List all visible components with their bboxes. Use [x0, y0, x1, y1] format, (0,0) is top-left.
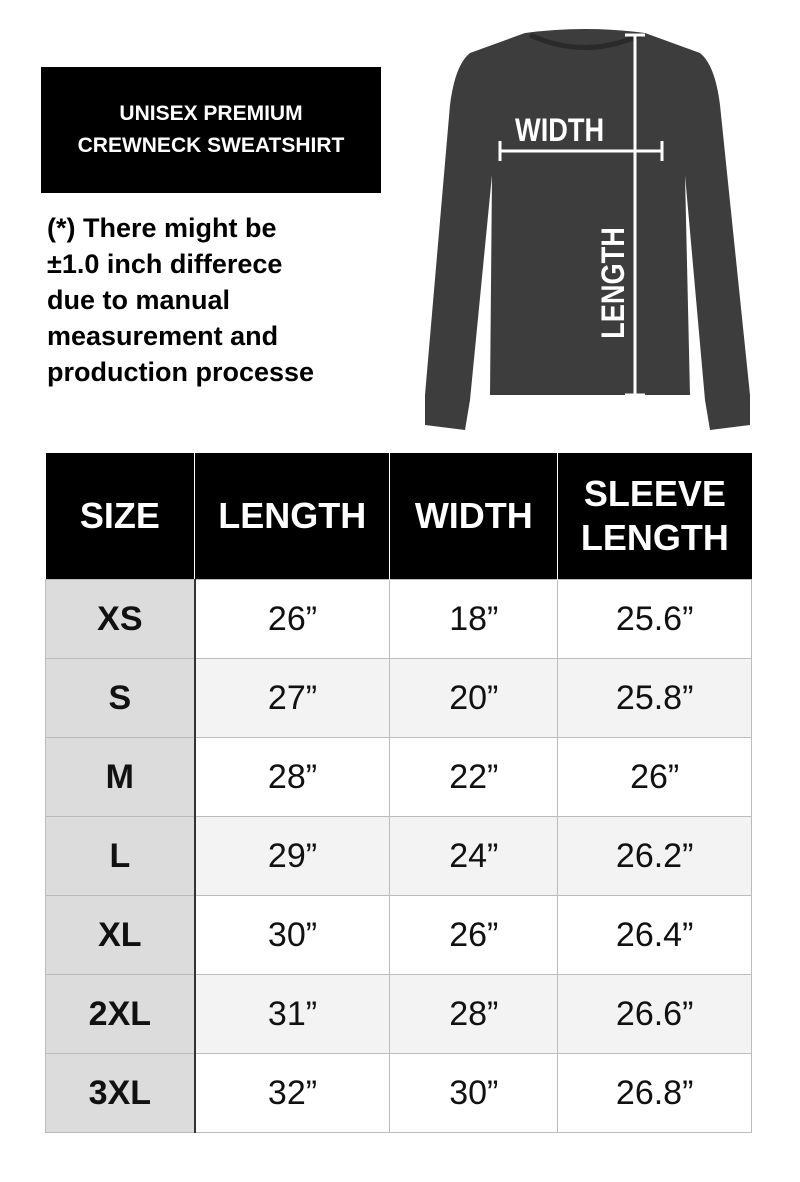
size-cell: 3XL	[44, 1053, 196, 1133]
length-cell: 28”	[194, 737, 391, 817]
sleeve-length-cell: 26.6”	[557, 974, 752, 1054]
table-row: 2XL 31” 28” 26.6”	[44, 974, 752, 1054]
sleeve-length-cell: 26.4”	[557, 895, 752, 975]
length-cell: 26”	[194, 579, 391, 659]
sweatshirt-diagram: WIDTH LENGTH	[425, 29, 750, 430]
sleeve-length-cell: 25.6”	[557, 579, 752, 659]
width-cell: 26”	[389, 895, 559, 975]
product-title-line1: UNISEX PREMIUM	[119, 102, 303, 125]
header-length: LENGTH	[194, 453, 391, 580]
sleeve-length-cell: 26.2”	[557, 816, 752, 896]
sleeve-length-cell: 26.8”	[557, 1053, 752, 1133]
width-cell: 30”	[389, 1053, 559, 1133]
note-line: ±1.0 inch differece	[47, 249, 283, 279]
size-cell: XS	[44, 579, 196, 659]
width-cell: 22”	[389, 737, 559, 817]
size-cell: L	[44, 816, 196, 896]
length-cell: 27”	[194, 658, 391, 738]
table-row: XL 30” 26” 26.4”	[44, 895, 752, 975]
header-size: SIZE	[45, 453, 196, 580]
table-row: S 27” 20” 25.8”	[44, 658, 752, 738]
table-header-row: SIZE LENGTH WIDTH SLEEVE LENGTH	[45, 453, 752, 580]
measurement-note: (*) There might be ±1.0 inch differece d…	[47, 210, 342, 390]
product-title-box: UNISEX PREMIUM CREWNECK SWEATSHIRT	[41, 67, 381, 193]
length-cell: 30”	[194, 895, 391, 975]
size-cell: M	[44, 737, 196, 817]
note-line: (*) There might be	[47, 213, 277, 243]
sweatshirt-image	[425, 29, 750, 430]
note-line: production processe	[47, 357, 315, 387]
length-cell: 31”	[194, 974, 391, 1054]
note-line: due to manual	[47, 285, 231, 315]
length-label: LENGTH	[596, 227, 632, 339]
table-row: 3XL 32” 30” 26.8”	[44, 1053, 752, 1133]
sleeve-length-cell: 25.8”	[557, 658, 752, 738]
width-cell: 20”	[389, 658, 559, 738]
size-chart-table: SIZE LENGTH WIDTH SLEEVE LENGTH XS 26” 18” 2…	[44, 453, 752, 1133]
note-line: measurement and	[47, 321, 279, 351]
sleeve-length-cell: 26”	[557, 737, 752, 817]
width-cell: 18”	[389, 579, 559, 659]
length-cell: 32”	[194, 1053, 391, 1133]
product-title-line2: CREWNECK SWEATSHIRT	[77, 134, 345, 157]
width-cell: 24”	[389, 816, 559, 896]
size-cell: S	[44, 658, 196, 738]
width-cell: 28”	[389, 974, 559, 1054]
table-row: XS 26” 18” 25.6”	[44, 579, 752, 659]
size-cell: XL	[44, 895, 196, 975]
table-row: M 28” 22” 26”	[44, 737, 752, 817]
width-label: WIDTH	[515, 113, 604, 149]
header-sleeve-length: SLEEVE LENGTH	[557, 453, 752, 580]
table-row: L 29” 24” 26.2”	[44, 816, 752, 896]
header-width: WIDTH	[389, 453, 559, 580]
length-cell: 29”	[194, 816, 391, 896]
size-cell: 2XL	[44, 974, 196, 1054]
